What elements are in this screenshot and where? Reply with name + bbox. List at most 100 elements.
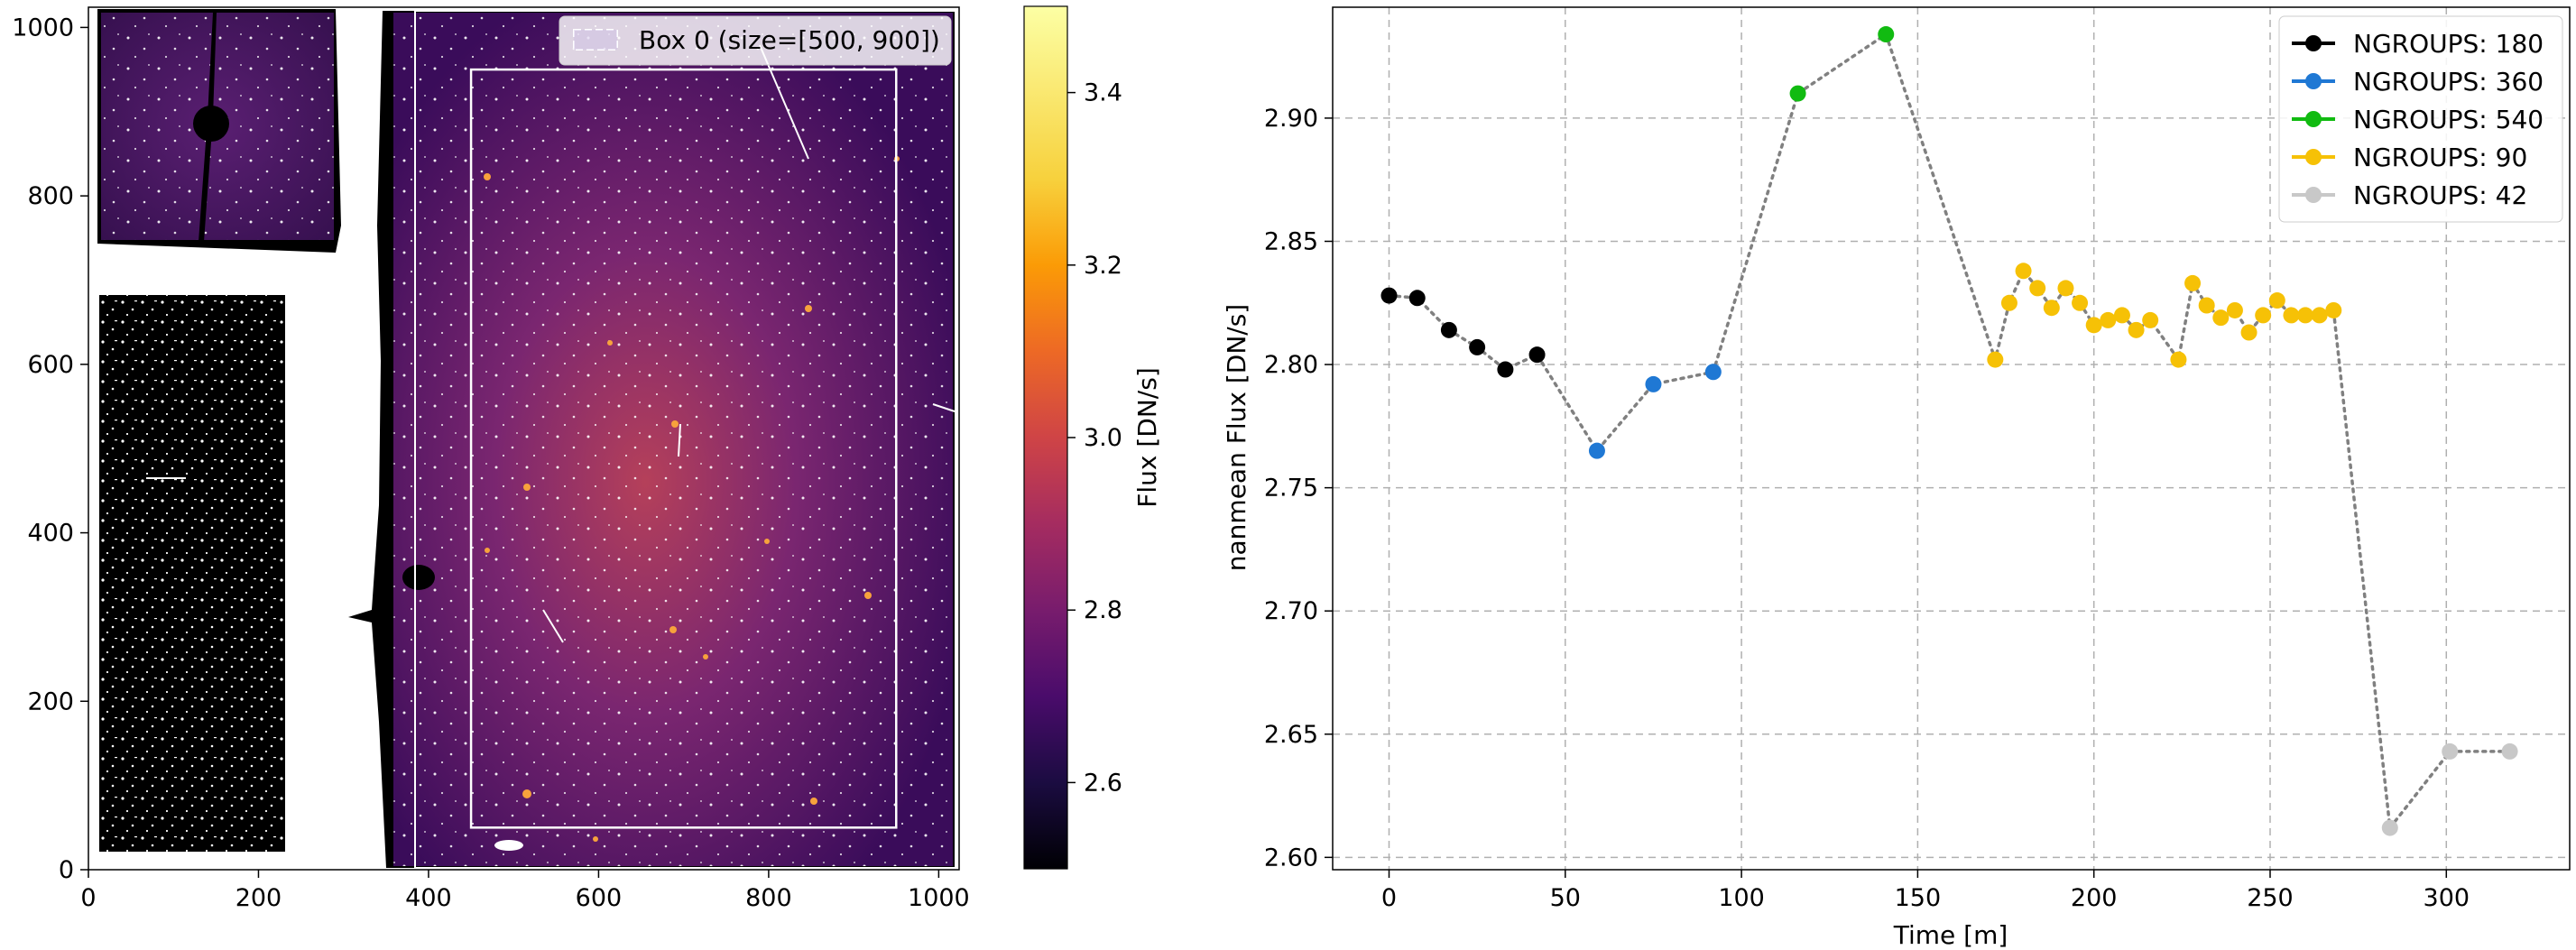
image-y-axis: 0 200 400 600 800 1000 (12, 14, 88, 884)
data-point (1497, 361, 1514, 378)
line-x-tick-label: 200 (2071, 884, 2118, 912)
image-legend: Box 0 (size=[500, 900]) (559, 15, 952, 66)
line-x-tick-label: 100 (1718, 884, 1765, 912)
data-point (2255, 307, 2272, 324)
data-point (2072, 294, 2089, 311)
line-y-tick-label: 2.75 (1264, 475, 1318, 503)
colorbar-ticks: 2.6 2.8 3.0 3.2 3.4 (1067, 79, 1122, 797)
image-x-tick-label: 0 (80, 884, 96, 912)
colorbar-gradient (1023, 5, 1068, 870)
data-point (1789, 85, 1806, 102)
image-x-tick-label: 800 (745, 884, 792, 912)
line-y-tick-label: 2.90 (1264, 105, 1318, 133)
image-y-tick-label: 200 (27, 687, 74, 715)
data-point (2170, 351, 2187, 368)
detector-blob (193, 106, 229, 142)
data-point (2142, 311, 2159, 328)
line-axes-frame (1332, 6, 2571, 871)
data-point (2085, 317, 2102, 334)
data-point (1469, 338, 1486, 355)
data-point (2015, 263, 2032, 280)
data-point (2283, 307, 2300, 324)
line-legend-swatch-marker (2305, 187, 2322, 203)
series-2-points (1789, 26, 1895, 102)
image-y-tick-label: 800 (27, 182, 74, 210)
line-y-tick-label: 2.70 (1264, 597, 1318, 625)
line-legend-label: NGROUPS: 360 (2353, 67, 2544, 97)
line-x-axis: 0 50 100 150 200 250 300 (1381, 870, 2470, 912)
line-x-tick-label: 150 (1895, 884, 1942, 912)
data-point (1987, 351, 2004, 368)
image-x-tick-label: 1000 (908, 884, 970, 912)
line-y-tick-label: 2.85 (1264, 227, 1318, 255)
line-x-axis-label: Time [m] (1893, 920, 2008, 950)
line-x-tick-label: 300 (2424, 884, 2470, 912)
data-point (2043, 300, 2060, 317)
data-point (2212, 309, 2230, 327)
image-y-tick-label: 600 (27, 351, 74, 379)
data-point (1380, 287, 1398, 304)
image-x-axis: 0 200 400 600 800 1000 (80, 870, 970, 912)
line-x-tick-label: 50 (1550, 884, 1581, 912)
data-point (1878, 26, 1895, 43)
line-legend-swatch-marker (2305, 149, 2322, 165)
image-y-tick-label: 0 (59, 856, 74, 884)
image-x-tick-label: 600 (576, 884, 623, 912)
line-legend-label: NGROUPS: 540 (2353, 105, 2544, 134)
series-0-points (1380, 287, 1546, 378)
image-x-tick-label: 400 (405, 884, 452, 912)
region-frame (414, 10, 959, 869)
colorbar-tick-label: 3.4 (1084, 79, 1122, 107)
line-x-tick-label: 250 (2247, 884, 2294, 912)
series-4-points (2381, 742, 2518, 836)
colorbar-label: Flux [DN/s] (1132, 367, 1162, 507)
data-point (2100, 311, 2117, 328)
line-legend: NGROUPS: 180 NGROUPS: 360 NGROUPS: 540 NGRO… (2278, 15, 2563, 223)
saturated-spot (494, 840, 523, 851)
flux-image (88, 7, 959, 870)
data-point (2198, 297, 2215, 314)
colorbar-tick-label: 2.6 (1084, 769, 1122, 797)
data-points (1380, 26, 2518, 836)
data-point (1588, 442, 1605, 459)
data-point (2113, 307, 2130, 324)
image-y-tick-label: 1000 (12, 14, 74, 42)
image-axes-frame (88, 6, 960, 871)
data-point (2226, 301, 2243, 318)
line-legend-label: NGROUPS: 180 (2353, 29, 2544, 59)
data-point (2381, 819, 2398, 836)
data-point (2029, 280, 2046, 297)
line-y-tick-label: 2.60 (1264, 844, 1318, 872)
colorbar-tick-label: 3.2 (1084, 252, 1122, 280)
line-legend-swatch-marker (2305, 73, 2322, 89)
data-point (2325, 301, 2342, 318)
data-point (1645, 375, 1662, 392)
colorbar: 2.6 2.8 3.0 3.2 3.4 Flux [DN/s] (1023, 5, 1162, 870)
line-x-tick-label: 0 (1381, 884, 1397, 912)
line-y-axis: 2.60 2.65 2.70 2.75 2.80 2.85 2.90 (1264, 105, 1333, 872)
data-point (2000, 294, 2017, 311)
data-point (1440, 321, 1457, 338)
colorbar-tick-label: 3.0 (1084, 424, 1122, 452)
masked-region-bottom-left (99, 295, 285, 852)
line-legend-label: NGROUPS: 90 (2353, 143, 2527, 172)
data-point (2184, 274, 2202, 291)
line-legend-swatch-marker (2305, 111, 2322, 127)
data-point (2442, 742, 2459, 760)
data-point (2240, 324, 2257, 341)
series-3-points (1987, 263, 2342, 368)
colorbar-tick-label: 2.8 (1084, 596, 1122, 624)
data-point (2268, 292, 2285, 309)
line-chart: 0 50 100 150 200 250 300 2.602.652.702.752.802… (1222, 6, 2571, 950)
data-point (1528, 346, 1546, 364)
image-legend-label: Box 0 (size=[500, 900]) (639, 25, 940, 55)
image-legend-swatch (573, 29, 618, 51)
box-0-rect (469, 68, 898, 829)
line-legend-box (2278, 15, 2563, 223)
line-y-tick-label: 2.65 (1264, 721, 1318, 749)
data-point (1704, 364, 1722, 381)
line-y-tick-label: 2.80 (1264, 351, 1318, 379)
data-point (2501, 742, 2518, 760)
data-point (2128, 321, 2145, 338)
